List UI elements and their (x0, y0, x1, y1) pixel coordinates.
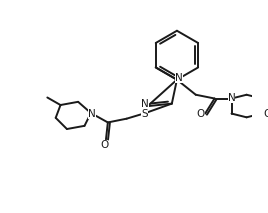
Text: O: O (100, 140, 108, 150)
Text: S: S (141, 109, 148, 119)
Text: N: N (228, 93, 235, 102)
Text: N: N (175, 73, 183, 83)
Text: N: N (141, 99, 148, 109)
Text: N: N (88, 109, 96, 119)
Text: O: O (263, 109, 268, 119)
Text: O: O (196, 109, 204, 119)
